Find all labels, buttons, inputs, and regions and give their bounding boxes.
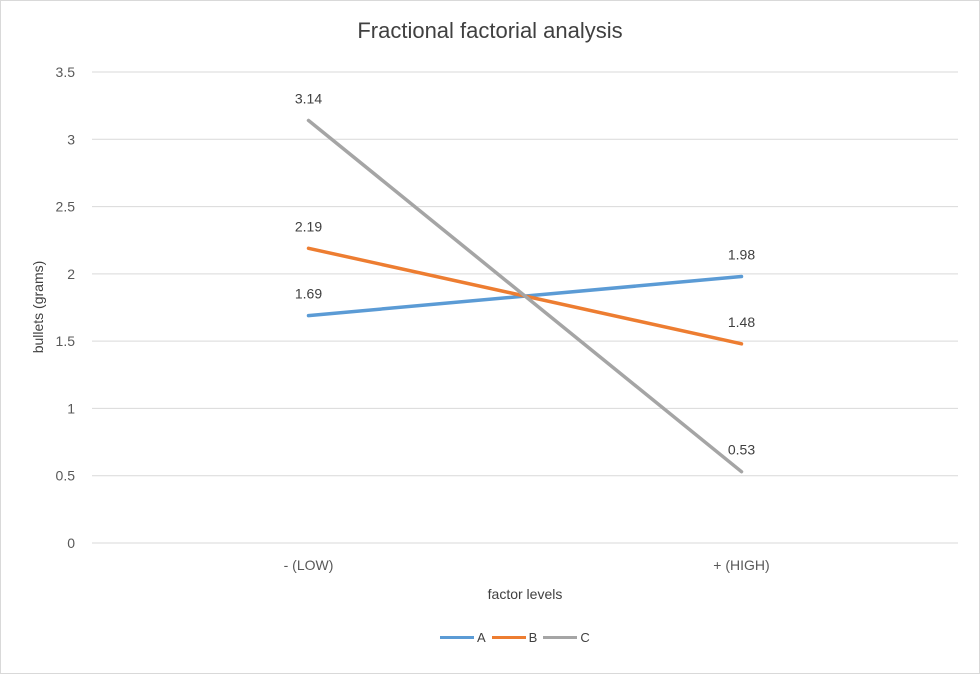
- legend-item-a: A: [440, 630, 486, 645]
- x-tick-label: + (HIGH): [713, 557, 769, 573]
- data-label-a: 1.69: [295, 286, 322, 302]
- legend-label: A: [477, 630, 486, 645]
- y-tick-label: 0.5: [56, 468, 76, 484]
- data-label-c: 3.14: [295, 90, 322, 106]
- y-tick-label: 3.5: [56, 64, 76, 80]
- legend-label: C: [580, 630, 590, 645]
- legend-swatch: [543, 636, 578, 639]
- data-label-a: 1.98: [728, 247, 755, 263]
- legend-swatch: [440, 636, 474, 639]
- y-tick-label: 2: [67, 266, 75, 282]
- legend: A B C: [440, 630, 596, 645]
- x-tick-label: - (LOW): [284, 557, 334, 573]
- legend-label: B: [528, 630, 538, 645]
- x-axis-label: factor levels: [487, 586, 563, 602]
- y-tick-label: 1: [67, 400, 75, 416]
- y-tick-label: 2.5: [56, 199, 76, 215]
- legend-swatch: [491, 636, 526, 639]
- data-label-b: 1.48: [728, 314, 755, 330]
- legend-item-b: B: [491, 630, 538, 645]
- y-axis-label: bullets (grams): [30, 260, 46, 354]
- data-label-b: 2.19: [295, 218, 322, 234]
- legend-item-c: C: [543, 630, 590, 645]
- y-tick-label: 1.5: [56, 333, 76, 349]
- y-tick-label: 3: [67, 131, 75, 147]
- chart-title: Fractional factorial analysis: [357, 18, 623, 43]
- series-line-c: [306, 118, 744, 474]
- y-tick-label: 0: [67, 535, 75, 551]
- data-label-c: 0.53: [728, 442, 755, 458]
